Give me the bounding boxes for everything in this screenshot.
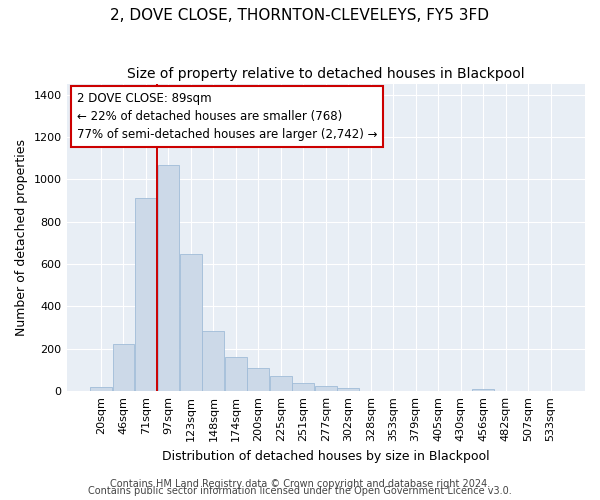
Text: Contains public sector information licensed under the Open Government Licence v3: Contains public sector information licen… — [88, 486, 512, 496]
X-axis label: Distribution of detached houses by size in Blackpool: Distribution of detached houses by size … — [162, 450, 490, 462]
Bar — [337, 388, 359, 391]
Bar — [90, 387, 112, 391]
Text: 2, DOVE CLOSE, THORNTON-CLEVELEYS, FY5 3FD: 2, DOVE CLOSE, THORNTON-CLEVELEYS, FY5 3… — [110, 8, 490, 22]
Bar — [292, 382, 314, 391]
Bar — [135, 198, 157, 391]
Bar — [270, 376, 292, 391]
Bar — [113, 344, 134, 391]
Bar — [315, 386, 337, 391]
Bar — [158, 164, 179, 391]
Bar — [225, 358, 247, 391]
Title: Size of property relative to detached houses in Blackpool: Size of property relative to detached ho… — [127, 68, 524, 82]
Bar — [247, 368, 269, 391]
Bar — [472, 389, 494, 391]
Bar — [180, 254, 202, 391]
Text: 2 DOVE CLOSE: 89sqm
← 22% of detached houses are smaller (768)
77% of semi-detac: 2 DOVE CLOSE: 89sqm ← 22% of detached ho… — [77, 92, 377, 140]
Bar — [202, 331, 224, 391]
Y-axis label: Number of detached properties: Number of detached properties — [15, 139, 28, 336]
Text: Contains HM Land Registry data © Crown copyright and database right 2024.: Contains HM Land Registry data © Crown c… — [110, 479, 490, 489]
